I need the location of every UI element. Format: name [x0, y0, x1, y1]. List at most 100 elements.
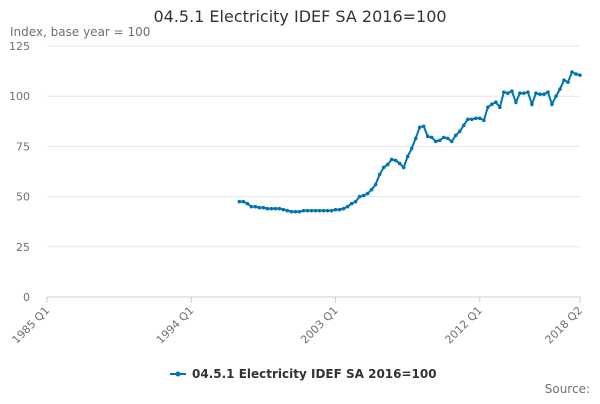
- data-point: [554, 94, 558, 98]
- data-point: [417, 125, 422, 130]
- data-point: [261, 205, 266, 210]
- data-point: [578, 73, 582, 77]
- data-point: [341, 206, 346, 211]
- data-point: [385, 162, 390, 167]
- data-point: [526, 90, 530, 94]
- data-point: [361, 193, 366, 198]
- y-axis-label: Index, base year = 100: [10, 25, 150, 39]
- data-point: [478, 116, 482, 121]
- data-point: [345, 204, 350, 209]
- data-point: [285, 208, 290, 213]
- data-point: [457, 129, 462, 134]
- data-point: [490, 102, 494, 107]
- data-point: [257, 205, 262, 210]
- data-point: [377, 172, 382, 177]
- data-point: [542, 92, 546, 96]
- data-point: [337, 207, 342, 212]
- data-point: [237, 199, 242, 204]
- data-point: [465, 117, 470, 122]
- data-point: [321, 208, 326, 213]
- y-tick-label: 25: [16, 241, 30, 254]
- data-point: [413, 136, 418, 141]
- data-point: [281, 207, 286, 212]
- y-tick-label: 50: [16, 191, 30, 204]
- data-point: [357, 194, 362, 199]
- data-point: [293, 209, 298, 214]
- source: Source:: [545, 382, 590, 396]
- data-point: [245, 201, 250, 206]
- data-point: [289, 209, 294, 214]
- data-point: [510, 89, 514, 93]
- data-point: [538, 92, 542, 96]
- legend-label: 04.5.1 Electricity IDEF SA 2016=100: [192, 367, 437, 381]
- data-point: [369, 187, 374, 192]
- x-tick-label: 2012 Q1: [442, 304, 485, 347]
- data-point: [353, 199, 358, 204]
- y-tick-label: 0: [23, 291, 30, 304]
- data-point: [566, 80, 570, 84]
- data-point: [574, 72, 578, 76]
- data-point: [421, 124, 426, 129]
- data-point: [514, 100, 518, 105]
- data-point: [437, 138, 442, 143]
- x-tick-label: 2003 Q1: [298, 304, 341, 347]
- data-point: [253, 204, 258, 209]
- data-point: [453, 133, 458, 138]
- data-point: [550, 102, 554, 107]
- data-point: [297, 209, 302, 214]
- data-point: [329, 208, 334, 213]
- x-tick-label: 1994 Q1: [154, 304, 197, 347]
- data-point: [373, 182, 378, 187]
- data-point: [313, 208, 318, 213]
- data-point: [461, 123, 466, 128]
- data-point: [494, 100, 498, 105]
- data-point: [409, 146, 414, 151]
- data-point: [333, 207, 338, 212]
- data-point: [506, 91, 510, 95]
- data-point: [502, 90, 506, 94]
- data-point: [449, 139, 454, 144]
- data-point: [389, 157, 394, 162]
- data-point: [401, 165, 406, 170]
- data-point: [522, 91, 526, 95]
- data-point: [249, 204, 254, 209]
- data-point: [469, 117, 474, 122]
- data-point: [441, 135, 446, 140]
- chart-title: 04.5.1 Electricity IDEF SA 2016=100: [153, 7, 446, 26]
- data-point: [301, 208, 306, 213]
- data-point: [325, 208, 330, 213]
- data-point: [518, 91, 522, 95]
- y-tick-label: 100: [9, 90, 30, 103]
- data-point: [433, 139, 438, 144]
- data-point: [546, 90, 550, 94]
- x-tick-label: 1985 Q1: [10, 304, 53, 347]
- data-point: [530, 102, 534, 107]
- data-point: [482, 118, 486, 123]
- data-point: [397, 161, 402, 166]
- y-tick-label: 75: [16, 140, 30, 153]
- data-point: [393, 158, 398, 163]
- data-point: [273, 206, 278, 211]
- data-point: [498, 105, 502, 110]
- data-point: [317, 208, 322, 213]
- legend-marker: [175, 371, 181, 377]
- data-point: [486, 105, 490, 110]
- data-point: [445, 136, 450, 141]
- data-point: [534, 91, 538, 95]
- data-point: [265, 206, 270, 211]
- data-point: [558, 87, 562, 91]
- data-point: [429, 135, 434, 140]
- data-point: [305, 208, 310, 213]
- data-point: [562, 78, 566, 82]
- data-point: [425, 134, 430, 139]
- data-point: [405, 154, 410, 159]
- y-tick-label: 125: [9, 40, 30, 53]
- data-point: [349, 201, 354, 206]
- data-point: [241, 199, 246, 204]
- data-point: [570, 70, 574, 74]
- data-point: [365, 191, 370, 196]
- data-point: [381, 165, 386, 170]
- data-point: [309, 208, 314, 213]
- data-point: [269, 206, 274, 211]
